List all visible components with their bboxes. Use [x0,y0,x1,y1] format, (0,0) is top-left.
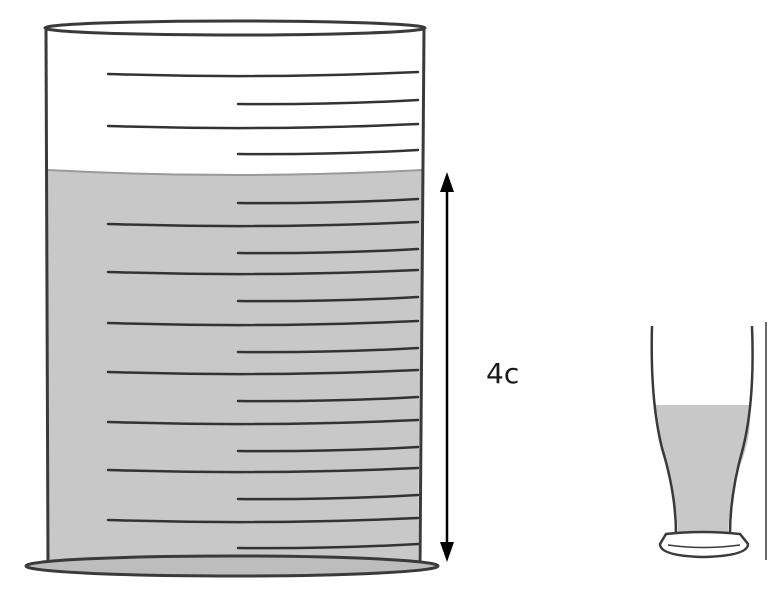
graduated-cylinder-icon [24,19,440,578]
cylinder-base [24,554,440,578]
grad-short-5 [236,295,420,303]
glass-base [658,530,750,559]
arrow-head-up [440,172,454,192]
grad-long-9 [106,516,420,524]
cylinder-left-wall [44,29,50,566]
grad-long-7 [106,418,420,426]
grad-short-7 [236,395,420,403]
cylinder-rim [43,19,427,37]
cylinder-liquid-surface [47,169,423,176]
grad-long-8 [106,466,420,474]
grad-short-3 [236,197,420,205]
grad-long-2 [106,122,420,130]
glass-liquid [655,405,751,532]
glass-base-ring [667,544,741,549]
glass-right-wall [728,325,754,535]
drinking-glass-icon [650,322,767,560]
grad-long-5 [106,319,420,327]
measurement-arrow [440,172,454,562]
grad-short-4 [236,247,420,255]
grad-short-1 [236,98,420,106]
arrow-head-down [440,542,454,562]
grad-long-6 [106,368,420,376]
grad-short-9 [236,493,420,501]
grad-short-2 [236,148,420,156]
grad-long-3 [106,220,420,228]
grad-short-6 [236,346,420,354]
graduation-marks [106,70,420,550]
grad-short-8 [236,445,420,453]
grad-short-10 [236,542,420,550]
measurement-label: 4c [486,357,520,390]
glass-left-wall [650,325,678,535]
grad-long-1 [106,70,420,78]
cylinder-liquid [48,170,422,572]
grad-long-4 [106,268,420,276]
cylinder-right-wall [418,29,426,566]
